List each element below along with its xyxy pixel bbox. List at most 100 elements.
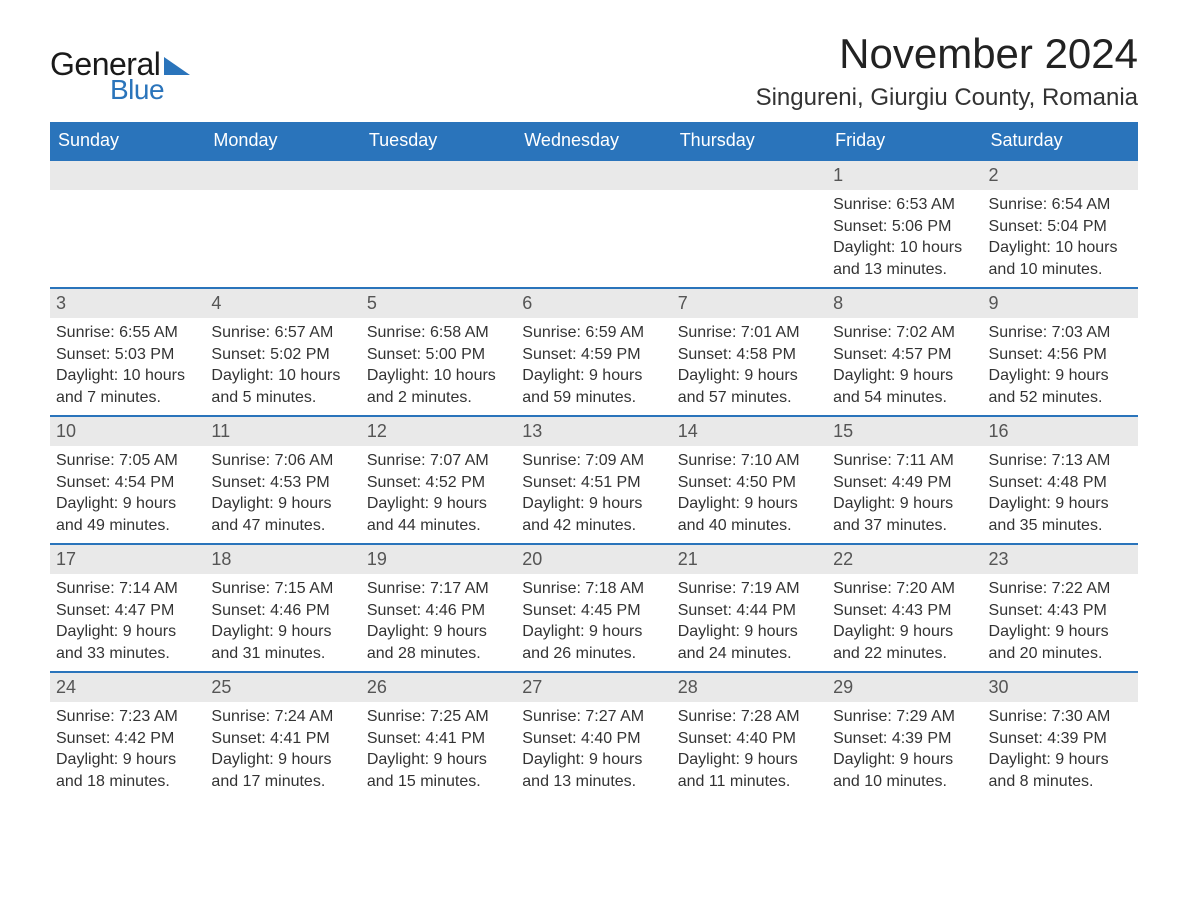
daylight-line: Daylight: 9 hours and 15 minutes. <box>367 749 512 792</box>
sunrise-line: Sunrise: 7:15 AM <box>211 578 356 600</box>
daylight-line: Daylight: 9 hours and 28 minutes. <box>367 621 512 664</box>
sunset-line: Sunset: 4:49 PM <box>833 472 978 494</box>
sunrise-line: Sunrise: 6:54 AM <box>989 194 1134 216</box>
sunrise-line: Sunrise: 7:13 AM <box>989 450 1134 472</box>
day-number: 17 <box>50 545 205 574</box>
day-number: 6 <box>516 289 671 318</box>
sunset-line: Sunset: 5:02 PM <box>211 344 356 366</box>
day-number: 10 <box>50 417 205 446</box>
sunrise-line: Sunrise: 7:05 AM <box>56 450 201 472</box>
day-number: 24 <box>50 673 205 702</box>
title-block: November 2024 Singureni, Giurgiu County,… <box>756 30 1138 112</box>
sunset-line: Sunset: 4:42 PM <box>56 728 201 750</box>
sunrise-line: Sunrise: 6:59 AM <box>522 322 667 344</box>
day-header: Saturday <box>983 122 1138 160</box>
sunset-line: Sunset: 4:52 PM <box>367 472 512 494</box>
sunrise-line: Sunrise: 6:53 AM <box>833 194 978 216</box>
day-number: 16 <box>983 417 1138 446</box>
calendar-cell: 7Sunrise: 7:01 AMSunset: 4:58 PMDaylight… <box>672 288 827 416</box>
daylight-line: Daylight: 9 hours and 26 minutes. <box>522 621 667 664</box>
day-header: Friday <box>827 122 982 160</box>
sunset-line: Sunset: 4:51 PM <box>522 472 667 494</box>
sunset-line: Sunset: 4:56 PM <box>989 344 1134 366</box>
daylight-line: Daylight: 9 hours and 22 minutes. <box>833 621 978 664</box>
day-number: 1 <box>827 161 982 190</box>
sunset-line: Sunset: 4:48 PM <box>989 472 1134 494</box>
calendar-row: 17Sunrise: 7:14 AMSunset: 4:47 PMDayligh… <box>50 544 1138 672</box>
sunrise-line: Sunrise: 7:17 AM <box>367 578 512 600</box>
day-body: Sunrise: 7:02 AMSunset: 4:57 PMDaylight:… <box>827 318 982 412</box>
sunset-line: Sunset: 4:41 PM <box>211 728 356 750</box>
sunset-line: Sunset: 5:00 PM <box>367 344 512 366</box>
daylight-line: Daylight: 10 hours and 2 minutes. <box>367 365 512 408</box>
calendar-cell-empty <box>205 160 360 288</box>
day-body: Sunrise: 6:57 AMSunset: 5:02 PMDaylight:… <box>205 318 360 412</box>
day-number: 19 <box>361 545 516 574</box>
sunrise-line: Sunrise: 7:03 AM <box>989 322 1134 344</box>
daylight-line: Daylight: 9 hours and 42 minutes. <box>522 493 667 536</box>
calendar-cell: 11Sunrise: 7:06 AMSunset: 4:53 PMDayligh… <box>205 416 360 544</box>
daylight-line: Daylight: 9 hours and 17 minutes. <box>211 749 356 792</box>
header-row: General Blue November 2024 Singureni, Gi… <box>50 30 1138 112</box>
daylight-line: Daylight: 9 hours and 35 minutes. <box>989 493 1134 536</box>
day-body: Sunrise: 7:27 AMSunset: 4:40 PMDaylight:… <box>516 702 671 796</box>
calendar-cell: 25Sunrise: 7:24 AMSunset: 4:41 PMDayligh… <box>205 672 360 800</box>
sunset-line: Sunset: 4:54 PM <box>56 472 201 494</box>
sunset-line: Sunset: 4:50 PM <box>678 472 823 494</box>
sunrise-line: Sunrise: 7:20 AM <box>833 578 978 600</box>
day-body: Sunrise: 7:05 AMSunset: 4:54 PMDaylight:… <box>50 446 205 540</box>
logo-sail-icon <box>164 57 190 75</box>
calendar-cell: 29Sunrise: 7:29 AMSunset: 4:39 PMDayligh… <box>827 672 982 800</box>
sunrise-line: Sunrise: 7:18 AM <box>522 578 667 600</box>
sunset-line: Sunset: 4:45 PM <box>522 600 667 622</box>
daylight-line: Daylight: 9 hours and 37 minutes. <box>833 493 978 536</box>
calendar-thead: Sunday Monday Tuesday Wednesday Thursday… <box>50 122 1138 160</box>
day-header: Tuesday <box>361 122 516 160</box>
day-body: Sunrise: 7:06 AMSunset: 4:53 PMDaylight:… <box>205 446 360 540</box>
daylight-line: Daylight: 9 hours and 8 minutes. <box>989 749 1134 792</box>
day-header: Sunday <box>50 122 205 160</box>
calendar-cell: 4Sunrise: 6:57 AMSunset: 5:02 PMDaylight… <box>205 288 360 416</box>
day-number: 26 <box>361 673 516 702</box>
sunrise-line: Sunrise: 7:23 AM <box>56 706 201 728</box>
sunset-line: Sunset: 4:41 PM <box>367 728 512 750</box>
logo: General Blue <box>50 30 190 104</box>
day-body: Sunrise: 7:28 AMSunset: 4:40 PMDaylight:… <box>672 702 827 796</box>
day-body: Sunrise: 7:20 AMSunset: 4:43 PMDaylight:… <box>827 574 982 668</box>
day-number: 29 <box>827 673 982 702</box>
day-body: Sunrise: 7:07 AMSunset: 4:52 PMDaylight:… <box>361 446 516 540</box>
sunrise-line: Sunrise: 7:19 AM <box>678 578 823 600</box>
day-number: 7 <box>672 289 827 318</box>
calendar-cell: 1Sunrise: 6:53 AMSunset: 5:06 PMDaylight… <box>827 160 982 288</box>
day-number: 18 <box>205 545 360 574</box>
sunrise-line: Sunrise: 6:57 AM <box>211 322 356 344</box>
calendar-cell: 24 Sunrise: 7:23 AMSunset: 4:42 PMDayligh… <box>50 672 205 800</box>
day-body: Sunrise: 7:25 AMSunset: 4:41 PMDaylight:… <box>361 702 516 796</box>
calendar-cell: 2 Sunrise: 6:54 AMSunset: 5:04 PMDaylight… <box>983 160 1138 288</box>
sunrise-line: Sunrise: 7:22 AM <box>989 578 1134 600</box>
calendar-row: 10Sunrise: 7:05 AMSunset: 4:54 PMDayligh… <box>50 416 1138 544</box>
day-body: Sunrise: 7:09 AMSunset: 4:51 PMDaylight:… <box>516 446 671 540</box>
day-number: 27 <box>516 673 671 702</box>
day-number: 2 <box>983 161 1138 190</box>
sunrise-line: Sunrise: 7:10 AM <box>678 450 823 472</box>
sunrise-line: Sunrise: 7:11 AM <box>833 450 978 472</box>
sunrise-line: Sunrise: 7:07 AM <box>367 450 512 472</box>
daylight-line: Daylight: 9 hours and 18 minutes. <box>56 749 201 792</box>
sunset-line: Sunset: 5:03 PM <box>56 344 201 366</box>
sunset-line: Sunset: 4:57 PM <box>833 344 978 366</box>
sunset-line: Sunset: 4:59 PM <box>522 344 667 366</box>
calendar-cell-empty <box>672 160 827 288</box>
day-header: Thursday <box>672 122 827 160</box>
daylight-line: Daylight: 10 hours and 10 minutes. <box>989 237 1134 280</box>
sunset-line: Sunset: 4:47 PM <box>56 600 201 622</box>
daynum-bar-empty <box>361 161 516 190</box>
calendar-table: Sunday Monday Tuesday Wednesday Thursday… <box>50 122 1138 800</box>
sunset-line: Sunset: 5:04 PM <box>989 216 1134 238</box>
daynum-bar-empty <box>672 161 827 190</box>
daylight-line: Daylight: 9 hours and 54 minutes. <box>833 365 978 408</box>
calendar-cell: 6 Sunrise: 6:59 AMSunset: 4:59 PMDaylight… <box>516 288 671 416</box>
daylight-line: Daylight: 9 hours and 59 minutes. <box>522 365 667 408</box>
day-number: 23 <box>983 545 1138 574</box>
sunset-line: Sunset: 4:46 PM <box>367 600 512 622</box>
